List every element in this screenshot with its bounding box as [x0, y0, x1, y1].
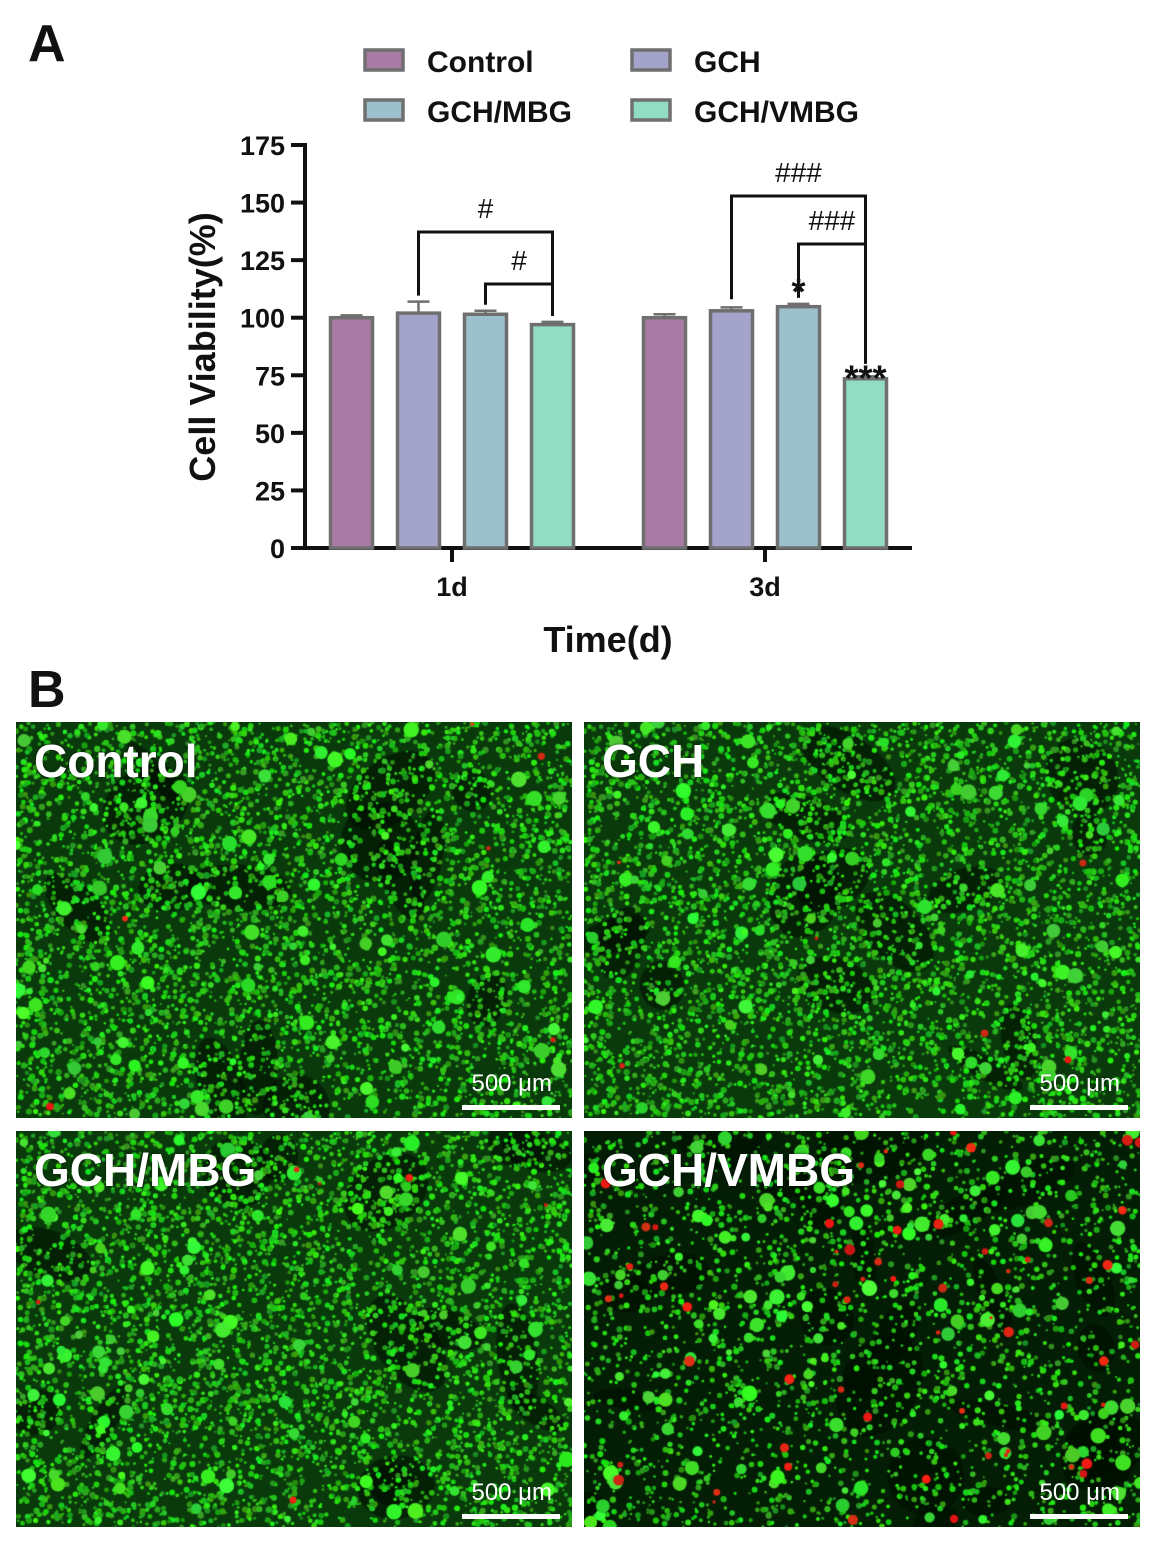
y-axis-label: Cell Viability(%) [182, 212, 223, 481]
y-tick-label: 125 [240, 246, 285, 276]
panel-a-letter: A [28, 15, 66, 73]
panel-b-letter: B [28, 661, 66, 719]
bar-control-1d [328, 315, 375, 550]
bar-gch-mbg-3d [775, 304, 822, 550]
y-tick-label: 50 [255, 419, 285, 449]
micrograph-label: GCH/MBG [34, 1144, 257, 1196]
x-axis-label: Time(d) [543, 619, 672, 660]
micrograph-image [584, 722, 1140, 1118]
scale-bar-label: 500 μm [471, 1070, 552, 1097]
significance-star: *** [844, 357, 886, 398]
micrograph-image [16, 722, 572, 1118]
scale-bar-label: 500 μm [1039, 1479, 1120, 1506]
legend-swatch-gch-mbg [363, 98, 405, 122]
micrograph-gch: GCH 500 μm [584, 722, 1140, 1118]
micrograph-image [16, 1131, 572, 1527]
significance-bracket [417, 230, 554, 316]
micrograph-label: GCH [602, 735, 705, 787]
significance-hash: # [511, 245, 527, 276]
legend-swatch-control [363, 48, 405, 72]
scale-bar [1030, 1514, 1128, 1519]
micrograph-label: GCH/VMBG [602, 1144, 855, 1196]
bar-control-3d [641, 315, 688, 550]
y-tick-label: 75 [255, 361, 285, 391]
scale-bar [462, 1514, 560, 1519]
scale-bar [462, 1105, 560, 1110]
x-tick-label: 3d [749, 572, 781, 602]
legend-label-gch-mbg: GCH/MBG [427, 96, 572, 129]
bar-gch-3d [708, 309, 755, 550]
legend-label-gch-vmbg: GCH/VMBG [694, 96, 859, 129]
significance-hash: # [478, 193, 494, 224]
legend-swatch-gch-vmbg [630, 98, 672, 122]
y-tick-label: 25 [255, 476, 285, 506]
significance-bracket [484, 282, 554, 316]
micrograph-image [584, 1131, 1140, 1527]
significance-bracket [797, 242, 867, 364]
cell-viability-chart: Control GCH GCH/MBG GCH/VMBG Cell Viability… [182, 46, 912, 660]
micrograph-control: Control 500 μm [16, 722, 572, 1118]
legend-label-control: Control [427, 46, 534, 79]
micrograph-label: Control [34, 735, 198, 787]
micrograph-gch-vmbg: GCH/VMBG 500 μm [584, 1131, 1140, 1527]
bar-gch-vmbg-1d [529, 322, 576, 550]
micrograph-gch-mbg: GCH/MBG 500 μm [16, 1131, 572, 1527]
bar-gch-mbg-1d [462, 312, 509, 550]
significance-hash: ### [809, 205, 856, 236]
annotations: ****######## [417, 157, 887, 398]
y-tick-label: 0 [270, 534, 285, 564]
significance-hash: ### [775, 157, 822, 188]
y-tick-label: 100 [240, 304, 285, 334]
bar-gch-vmbg-3d [842, 376, 889, 550]
legend-label-gch: GCH [694, 46, 761, 79]
scale-bar [1030, 1105, 1128, 1110]
scale-bar-label: 500 μm [471, 1479, 552, 1506]
y-tick-label: 150 [240, 189, 285, 219]
scale-bar-label: 500 μm [1039, 1070, 1120, 1097]
x-tick-label: 1d [436, 572, 468, 602]
bar-gch-1d [395, 311, 442, 550]
legend-swatch-gch [630, 48, 672, 72]
legend: Control GCH GCH/MBG GCH/VMBG [363, 46, 859, 129]
bars [328, 300, 889, 550]
y-tick-label: 175 [240, 131, 285, 161]
